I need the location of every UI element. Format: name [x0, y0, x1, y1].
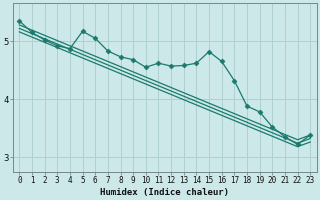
- X-axis label: Humidex (Indice chaleur): Humidex (Indice chaleur): [100, 188, 229, 197]
